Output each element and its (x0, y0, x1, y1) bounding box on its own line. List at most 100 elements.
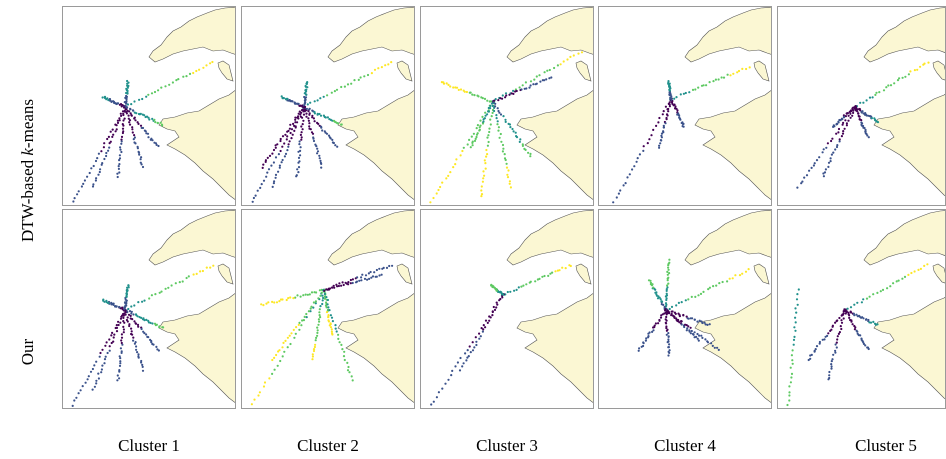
trajectory-point (660, 303, 663, 306)
trajectory-point (288, 127, 291, 130)
trajectory-point (160, 290, 163, 293)
trajectory-point (337, 333, 340, 336)
trajectory-point (328, 309, 331, 312)
trajectory-point (809, 354, 812, 357)
brittany-landmass (694, 293, 771, 403)
trajectory-point (301, 123, 304, 126)
trajectory-point (572, 54, 575, 57)
trajectory-point (459, 356, 462, 360)
trajectory-point (103, 96, 106, 99)
trajectory-point (119, 360, 122, 363)
trajectory-point (473, 139, 477, 142)
row-label-ours-text: Our (18, 338, 37, 366)
trajectory-point (100, 163, 103, 166)
trajectory-point (657, 322, 660, 325)
map-svg (72, 7, 235, 203)
trajectory-point (128, 310, 132, 313)
trajectory-point (480, 185, 483, 188)
trajectory-point (272, 148, 276, 152)
row-label-dtw-suffix: -means (18, 98, 37, 149)
trajectory-point (622, 184, 625, 187)
trajectory-point (838, 316, 841, 320)
trajectory-point (151, 117, 154, 120)
trajectory-point (211, 60, 214, 64)
trajectory-point (305, 93, 308, 96)
trajectory-point (139, 158, 142, 161)
trajectory-point (132, 313, 135, 316)
trajectory-point (277, 153, 280, 156)
trajectory-point (343, 358, 346, 362)
trajectory-point (264, 160, 267, 163)
trajectory-point (815, 345, 819, 348)
trajectory-point (315, 145, 318, 148)
trajectory-point (445, 177, 448, 180)
trajectory-point (284, 133, 287, 136)
map-panel-r1-c2 (241, 6, 415, 206)
map-panel-r1-c3 (420, 6, 594, 206)
trajectory-point (612, 201, 615, 204)
trajectory-point (813, 162, 816, 165)
trajectory-point (251, 200, 254, 203)
cornwall-landmass (684, 210, 771, 266)
trajectory-point (917, 268, 920, 271)
trajectory-point (676, 113, 679, 116)
map-svg (71, 210, 235, 407)
trajectory-point (698, 334, 701, 337)
trajectory-point (687, 317, 690, 320)
trajectory-point (337, 122, 340, 125)
trajectory-point (549, 272, 552, 275)
trajectory-point (509, 126, 512, 129)
row-label-ours: Our (18, 292, 38, 412)
trajectory-point (108, 345, 111, 348)
trajectory-point (470, 135, 473, 138)
trajectory-point (498, 136, 501, 139)
trajectory-point (297, 323, 300, 326)
trajectory-point (136, 323, 140, 326)
trajectory-point (298, 110, 301, 113)
trajectory-point (297, 161, 300, 164)
trajectory-point (123, 106, 126, 109)
trajectory-point (116, 374, 119, 377)
trajectory-point (313, 291, 316, 294)
trajectory-point (133, 320, 136, 323)
trajectory-point (150, 92, 154, 95)
trajectory-point (668, 101, 671, 104)
trajectory-point (142, 317, 145, 320)
trajectory-point (149, 321, 152, 324)
trajectory-point (865, 114, 868, 117)
trajectory-point (137, 301, 140, 304)
trajectory-point (828, 374, 831, 377)
trajectory-point (437, 188, 440, 192)
trajectory-point (318, 314, 321, 317)
trajectory-point (645, 337, 648, 340)
trajectory-point (657, 121, 660, 124)
trajectory-point (822, 175, 825, 178)
trajectory-point (485, 148, 488, 152)
trajectory-point (487, 106, 490, 110)
trajectory-point (100, 368, 103, 371)
trajectory-point (790, 372, 794, 375)
trajectory-point (97, 377, 100, 380)
trajectory-point (273, 180, 276, 183)
trajectory-point (334, 327, 337, 330)
trajectory-point (508, 123, 512, 126)
trajectory-point (836, 338, 839, 341)
brittany-landmass (873, 296, 945, 400)
trajectory-point (886, 287, 889, 290)
trajectory-point (736, 71, 739, 74)
trajectory-point (385, 266, 389, 269)
trajectory-point (302, 106, 305, 109)
trajectory-point (835, 320, 838, 323)
trajectory-point (287, 143, 290, 146)
trajectory-point (916, 68, 919, 71)
trajectory-point (849, 311, 853, 314)
trajectory-point (202, 66, 205, 69)
trajectory-point (281, 346, 284, 349)
trajectory-point (794, 316, 797, 319)
trajectory-point (175, 79, 178, 82)
trajectory-point (840, 327, 843, 331)
trajectory-point (307, 117, 310, 120)
trajectory-point (192, 71, 195, 75)
trajectory-point (665, 289, 668, 292)
trajectory-point (499, 97, 502, 100)
